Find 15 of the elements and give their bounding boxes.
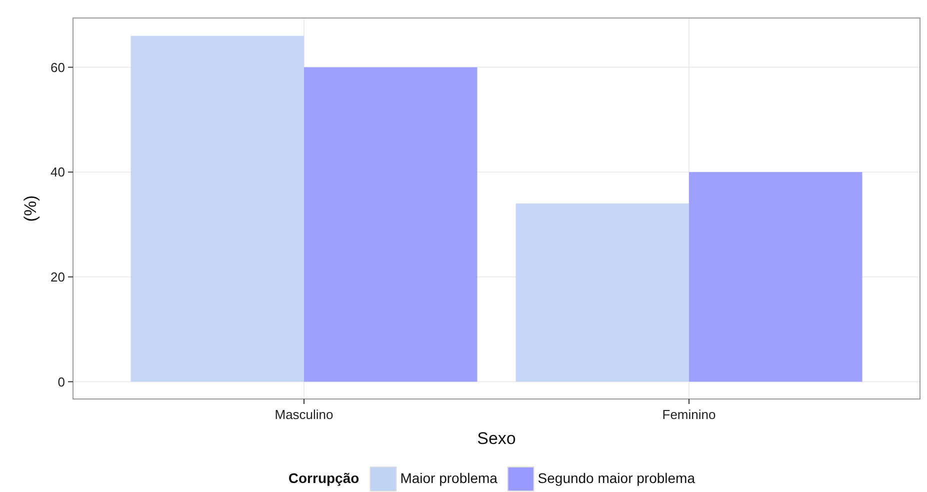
bar [130,36,304,382]
x-axis-title: Sexo [477,429,516,448]
y-tick-label: 60 [50,60,65,75]
bar [304,67,478,382]
y-tick-label: 0 [58,374,65,390]
y-tick-label: 20 [50,269,65,284]
bar [689,172,862,382]
y-axis-title: (%) [21,195,40,222]
y-tick-label: 40 [50,164,65,180]
legend-title: Corrupção [288,470,360,486]
legend-label: Maior problema [400,470,498,486]
x-tick-label: Feminino [662,407,716,422]
legend-label: Segundo maior problema [538,470,696,486]
x-tick-label: Masculino [274,407,334,422]
bar [516,204,689,382]
